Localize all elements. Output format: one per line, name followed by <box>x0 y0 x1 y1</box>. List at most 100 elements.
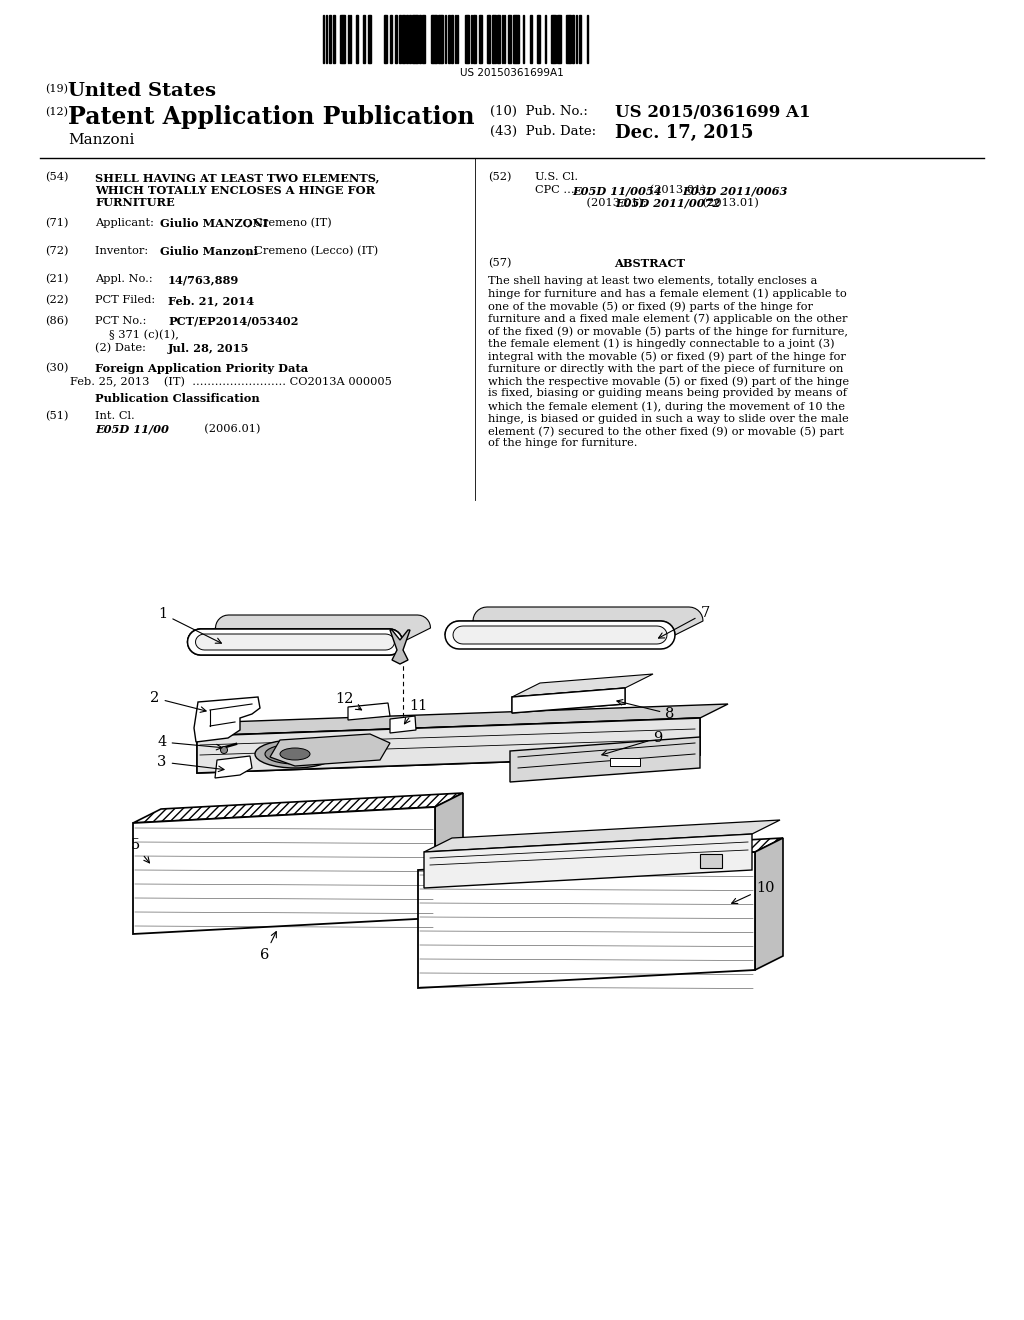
Text: (54): (54) <box>45 172 69 182</box>
Bar <box>362 15 365 63</box>
Polygon shape <box>215 756 252 777</box>
Text: Dec. 17, 2015: Dec. 17, 2015 <box>615 124 754 143</box>
Bar <box>406 15 408 63</box>
Text: 6: 6 <box>260 932 276 962</box>
Bar <box>566 15 569 63</box>
Bar <box>700 854 722 869</box>
Polygon shape <box>512 688 625 713</box>
Text: Publication Classification: Publication Classification <box>95 393 260 404</box>
Text: ABSTRACT: ABSTRACT <box>614 257 685 269</box>
Text: § 371 (c)(1),: § 371 (c)(1), <box>109 330 179 341</box>
Text: PCT No.:: PCT No.: <box>95 315 146 326</box>
Polygon shape <box>390 715 416 733</box>
Text: (12): (12) <box>45 107 68 117</box>
Ellipse shape <box>280 748 310 760</box>
Text: 1: 1 <box>159 607 221 643</box>
Bar <box>340 15 342 63</box>
Polygon shape <box>512 688 625 713</box>
Text: 5: 5 <box>130 838 150 863</box>
Text: (2013.01);: (2013.01); <box>646 185 714 195</box>
Text: hinge for furniture and has a female element (1) applicable to: hinge for furniture and has a female ele… <box>488 289 847 300</box>
Text: Applicant:: Applicant: <box>95 218 161 228</box>
Polygon shape <box>187 615 430 642</box>
Bar <box>402 15 406 63</box>
Text: 2: 2 <box>151 690 206 713</box>
Bar <box>474 15 476 63</box>
Polygon shape <box>348 704 390 719</box>
Bar <box>414 15 416 63</box>
Text: 4: 4 <box>158 735 222 750</box>
Polygon shape <box>435 793 463 917</box>
Bar <box>554 15 556 63</box>
Polygon shape <box>418 838 783 870</box>
Text: is fixed, biasing or guiding means being provided by means of: is fixed, biasing or guiding means being… <box>488 388 847 399</box>
Text: (2013.01);: (2013.01); <box>543 198 650 209</box>
Bar <box>439 15 441 63</box>
Text: element (7) secured to the other fixed (9) or movable (5) part: element (7) secured to the other fixed (… <box>488 426 844 437</box>
Polygon shape <box>453 626 667 644</box>
Text: The shell having at least two elements, totally encloses a: The shell having at least two elements, … <box>488 276 817 286</box>
Text: 9: 9 <box>602 731 663 756</box>
Text: (2013.01): (2013.01) <box>699 198 759 209</box>
Polygon shape <box>270 734 390 766</box>
Text: Feb. 21, 2014: Feb. 21, 2014 <box>168 294 254 306</box>
Polygon shape <box>390 630 410 664</box>
Text: WHICH TOTALLY ENCLOSES A HINGE FOR: WHICH TOTALLY ENCLOSES A HINGE FOR <box>95 185 375 195</box>
Text: one of the movable (5) or fixed (9) parts of the hinge for: one of the movable (5) or fixed (9) part… <box>488 301 813 312</box>
Polygon shape <box>197 718 700 774</box>
Text: CPC ....: CPC .... <box>535 185 586 195</box>
Text: which the female element (1), during the movement of 10 the: which the female element (1), during the… <box>488 401 845 412</box>
Bar <box>559 15 561 63</box>
Bar <box>516 15 518 63</box>
Polygon shape <box>510 737 700 781</box>
Polygon shape <box>424 834 752 888</box>
Polygon shape <box>133 807 435 935</box>
Bar <box>579 15 581 63</box>
Bar <box>465 15 467 63</box>
Text: (21): (21) <box>45 275 69 284</box>
Text: (10)  Pub. No.:: (10) Pub. No.: <box>490 106 588 117</box>
Bar <box>538 15 540 63</box>
Text: US 20150361699A1: US 20150361699A1 <box>460 69 564 78</box>
Bar <box>451 15 453 63</box>
Text: (19): (19) <box>45 84 68 94</box>
Text: Jul. 28, 2015: Jul. 28, 2015 <box>168 343 250 354</box>
Text: FURNITURE: FURNITURE <box>95 197 175 209</box>
Bar <box>498 15 500 63</box>
Bar <box>399 15 401 63</box>
Ellipse shape <box>255 741 335 768</box>
Bar <box>480 15 482 63</box>
Bar <box>493 15 496 63</box>
Polygon shape <box>445 620 675 649</box>
Ellipse shape <box>265 744 325 764</box>
Text: Feb. 25, 2013    (IT)  ......................... CO2013A 000005: Feb. 25, 2013 (IT) .....................… <box>70 378 392 387</box>
Text: (51): (51) <box>45 411 69 421</box>
Text: (30): (30) <box>45 363 69 374</box>
Text: PCT Filed:: PCT Filed: <box>95 294 155 305</box>
Text: E05D 11/0054: E05D 11/0054 <box>572 185 662 195</box>
Text: (52): (52) <box>488 172 512 182</box>
Text: PCT/EP2014/053402: PCT/EP2014/053402 <box>168 315 299 327</box>
Bar <box>530 15 532 63</box>
Text: (43)  Pub. Date:: (43) Pub. Date: <box>490 125 596 139</box>
Polygon shape <box>424 820 780 851</box>
Text: Foreign Application Priority Data: Foreign Application Priority Data <box>95 363 308 374</box>
Text: E05D 2011/0072: E05D 2011/0072 <box>615 198 720 209</box>
Text: E05D 11/00: E05D 11/00 <box>95 424 169 436</box>
Text: (22): (22) <box>45 294 69 305</box>
Polygon shape <box>187 630 402 655</box>
Text: which the respective movable (5) or fixed (9) part of the hinge: which the respective movable (5) or fixe… <box>488 376 849 387</box>
Text: Patent Application Publication: Patent Application Publication <box>68 106 474 129</box>
Bar <box>385 15 387 63</box>
Text: Inventor:: Inventor: <box>95 246 159 256</box>
Text: 3: 3 <box>158 755 224 772</box>
Polygon shape <box>755 838 783 970</box>
Bar <box>487 15 489 63</box>
Polygon shape <box>187 630 402 655</box>
Polygon shape <box>197 704 728 737</box>
Text: (2) Date:: (2) Date: <box>95 343 145 354</box>
Polygon shape <box>194 697 260 742</box>
Text: furniture and a fixed male element (7) applicable on the other: furniture and a fixed male element (7) a… <box>488 314 848 325</box>
Text: 14/763,889: 14/763,889 <box>168 275 240 285</box>
Text: (86): (86) <box>45 315 69 326</box>
